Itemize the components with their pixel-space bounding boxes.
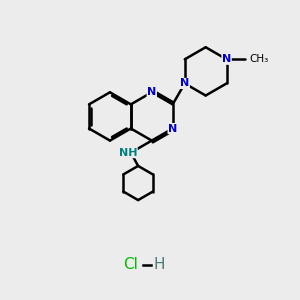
- Text: Cl: Cl: [123, 257, 138, 272]
- Text: N: N: [147, 87, 156, 97]
- Text: N: N: [168, 124, 177, 134]
- Text: H: H: [154, 257, 165, 272]
- Text: CH₃: CH₃: [249, 54, 268, 64]
- Text: N: N: [180, 79, 189, 88]
- Text: N: N: [222, 54, 231, 64]
- Text: NH: NH: [119, 148, 137, 158]
